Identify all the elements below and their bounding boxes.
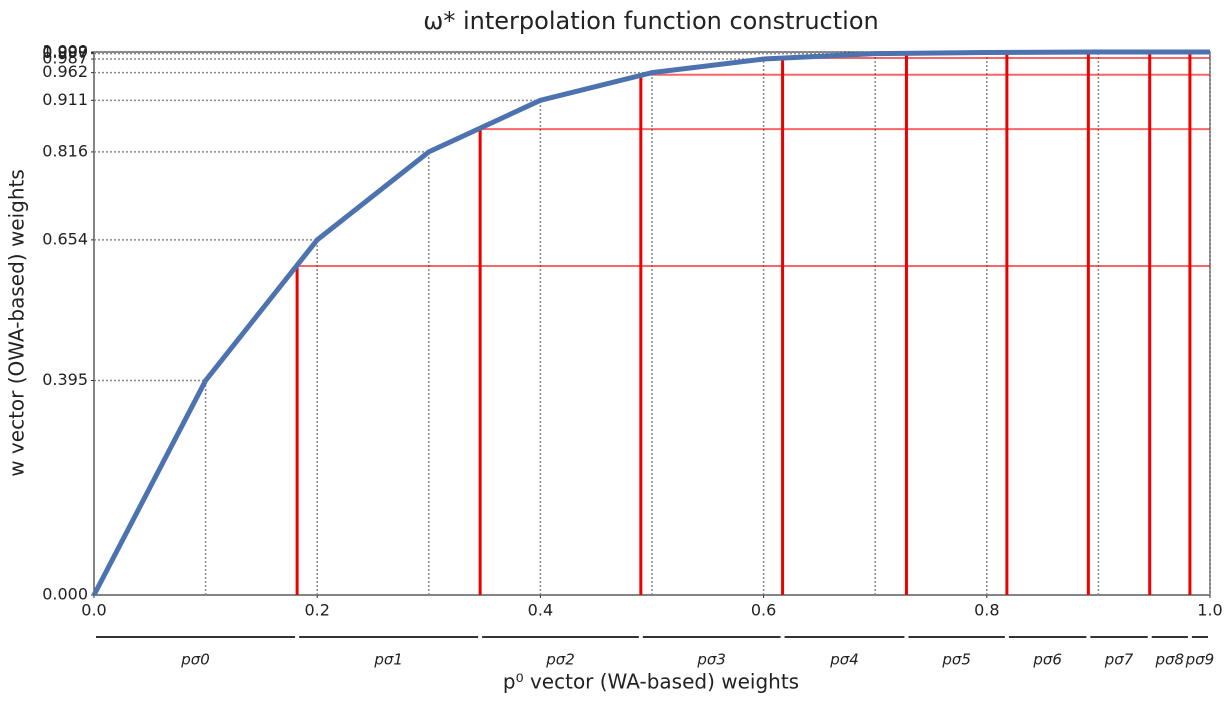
y-tick-label: 0.987 xyxy=(42,49,88,68)
segment-label: pσ6 xyxy=(1032,651,1062,669)
chart-title: ω* interpolation function construction xyxy=(423,7,878,35)
x-tick-label: 0.6 xyxy=(751,601,776,620)
x-axis-label: p⁰ vector (WA-based) weights xyxy=(503,670,799,694)
y-tick-label: 0.997 xyxy=(42,43,88,62)
segment-label: pσ5 xyxy=(941,651,971,669)
y-tick-label: 0.962 xyxy=(42,62,88,81)
segment-label: pσ8 xyxy=(1155,651,1185,669)
x-tick-label: 0.0 xyxy=(81,601,106,620)
y-tick-label: 0.999 xyxy=(42,42,88,61)
x-tick-label: 0.8 xyxy=(974,601,999,620)
x-tick-label: 1.0 xyxy=(1197,601,1222,620)
y-tick-label: 0.816 xyxy=(42,141,88,160)
segment-label: pσ7 xyxy=(1104,651,1134,669)
y-tick-label: 0.000 xyxy=(42,585,88,604)
segment-label: pσ0 xyxy=(180,651,210,669)
line xyxy=(91,49,1210,597)
segment-label: pσ3 xyxy=(696,651,726,669)
x-tick-label: 0.4 xyxy=(528,601,553,620)
y-tick-label: 0.654 xyxy=(42,229,88,248)
x-tick-label: 0.2 xyxy=(304,601,329,620)
y-tick-label: 0.911 xyxy=(42,90,88,109)
segment-label: pσ4 xyxy=(829,651,859,669)
y-axis-label: w vector (OWA-based) weights xyxy=(5,169,29,477)
segment-label: pσ1 xyxy=(373,651,403,669)
segment-label: pσ9 xyxy=(1185,651,1215,669)
y-tick-label: 1.000 xyxy=(42,42,88,61)
y-tick-label: 0.395 xyxy=(42,370,88,389)
segment-label: pσ2 xyxy=(545,651,575,669)
